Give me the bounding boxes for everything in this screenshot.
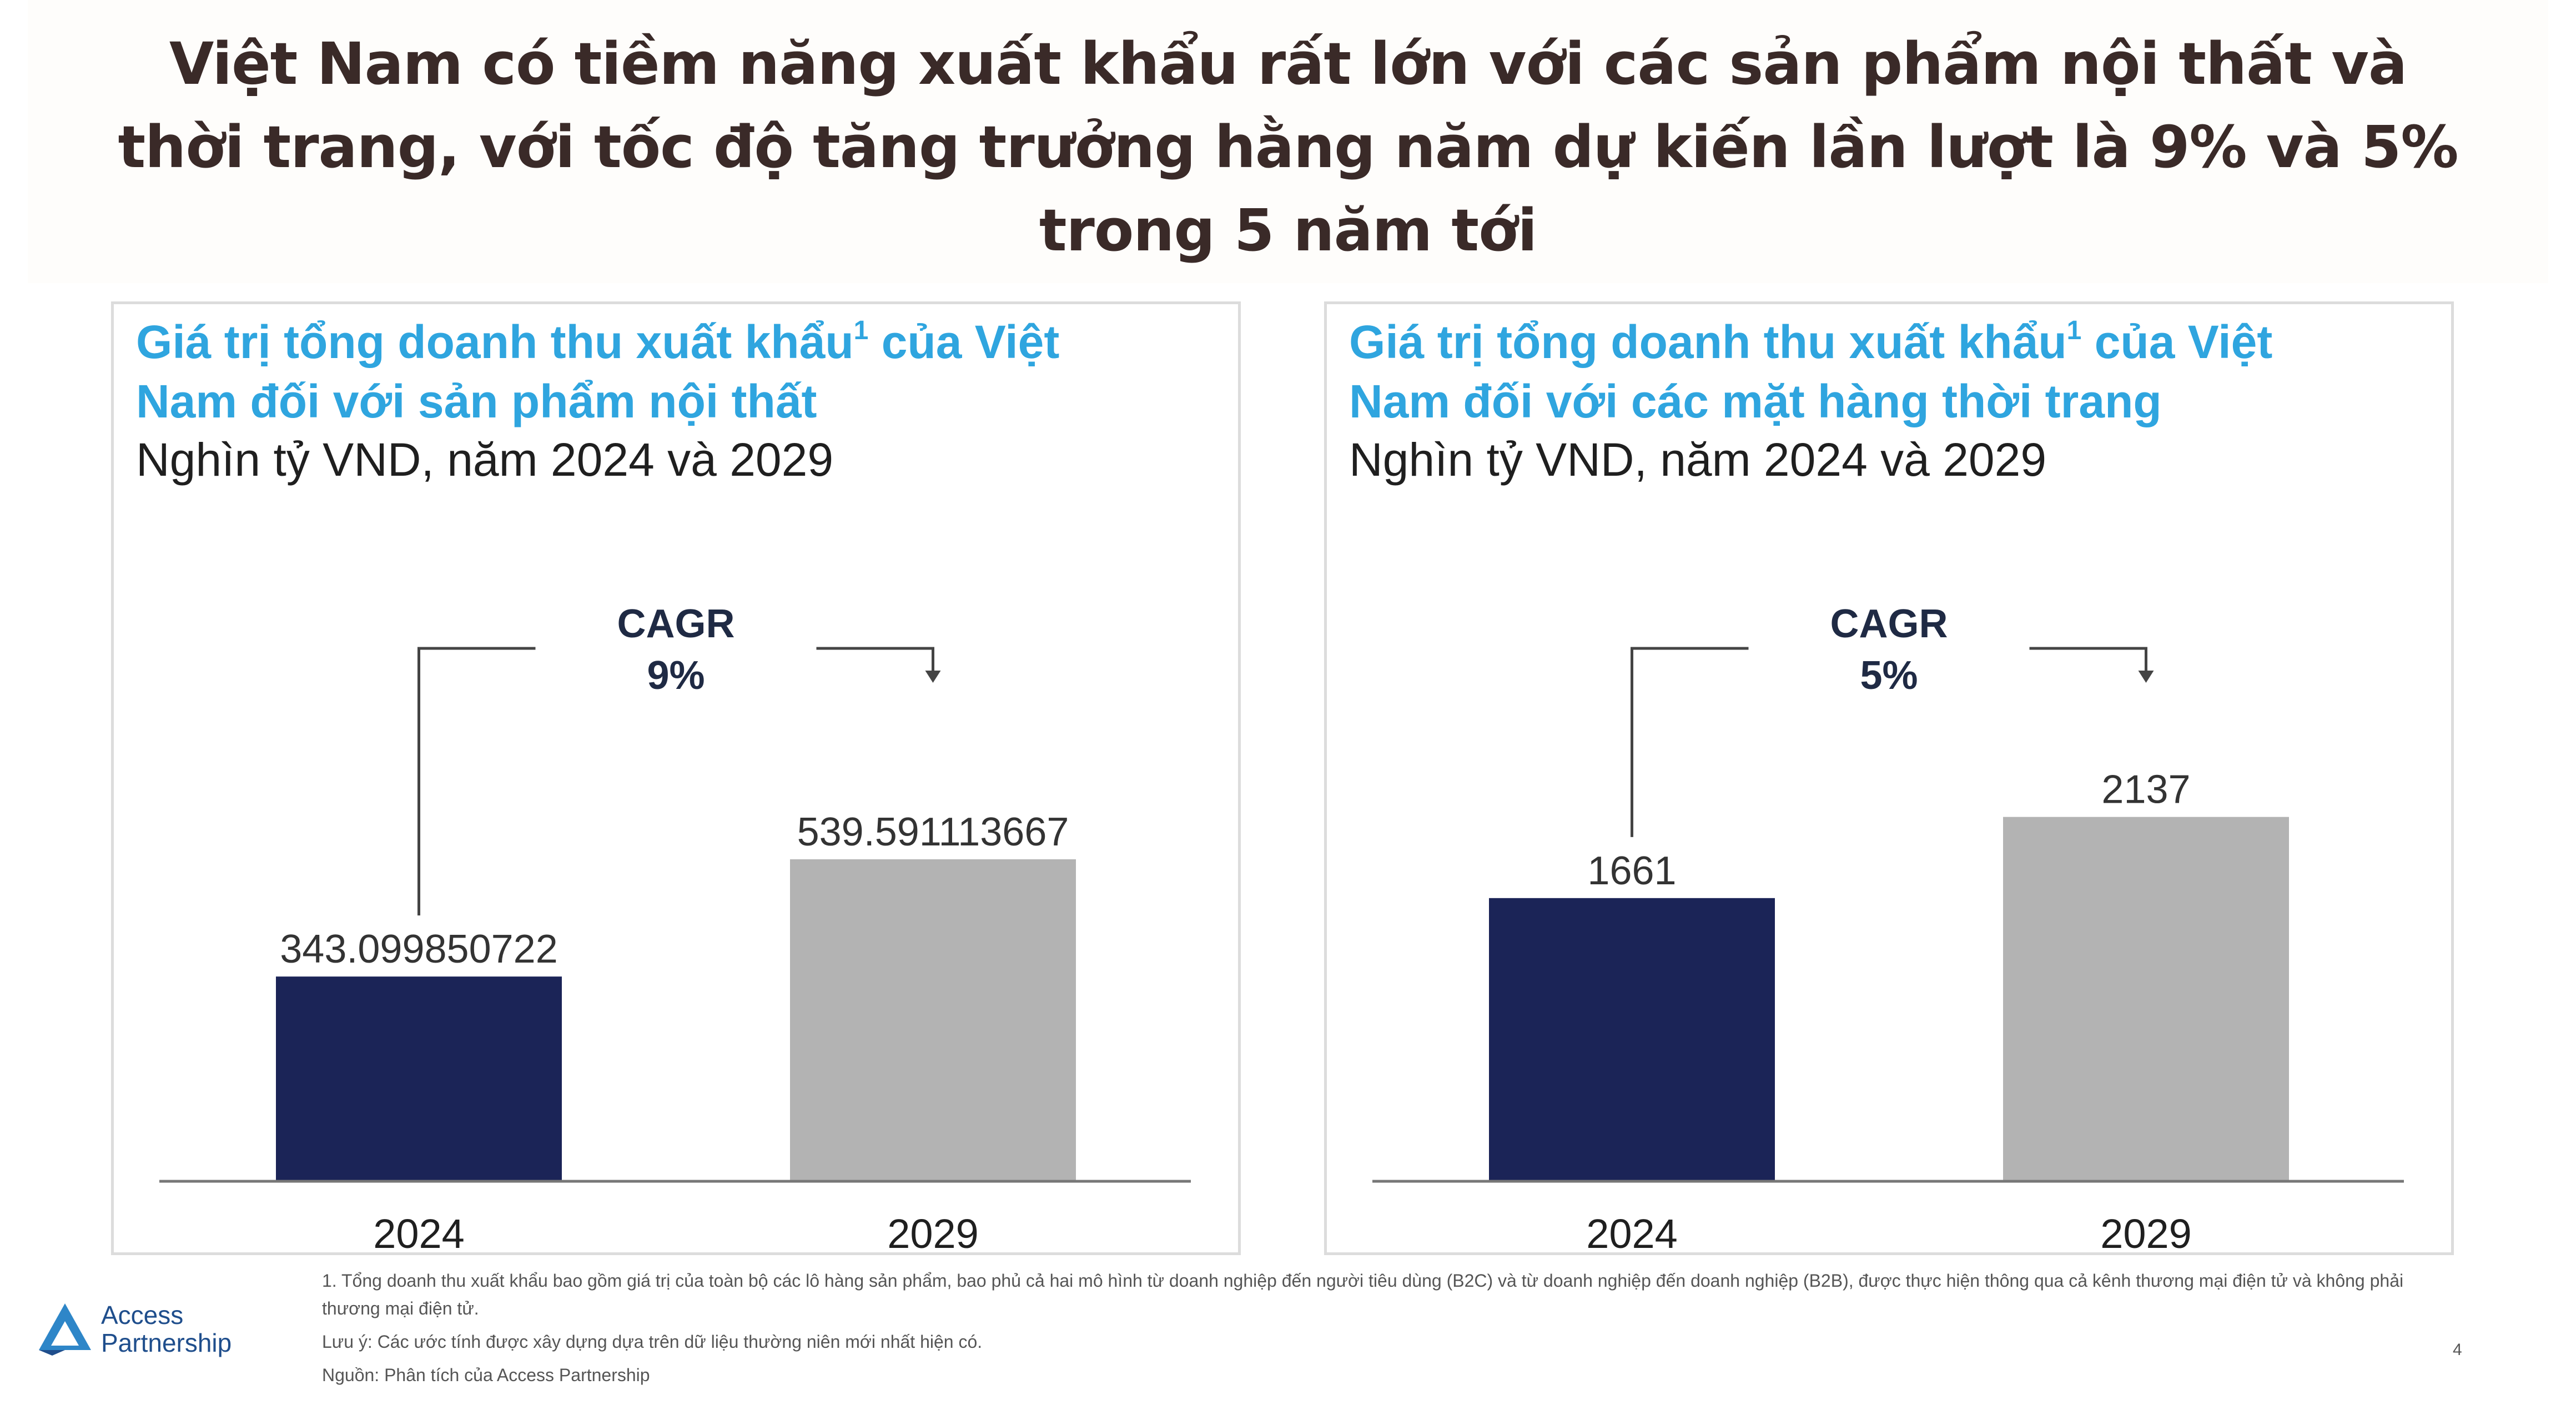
headline-line-2: thời trang, với tốc độ tăng trưởng hằng …: [118, 113, 2458, 181]
bar-chart-fashion: 1661 2024 2137 2029 CAGR 5%: [1372, 602, 2404, 1252]
footnote-marker: 1: [853, 316, 869, 345]
bar-chart-furniture: 343.099850722 2024 539.591113667 2029 CAGR 9%: [159, 602, 1191, 1252]
logo-wordmark: Access Partnership: [101, 1301, 232, 1357]
bar-2024: [276, 976, 562, 1181]
footnote-source: Nguồn: Phân tích của Access Partnership: [322, 1365, 650, 1385]
cagr-label: CAGR: [1830, 602, 1948, 646]
bar-2024: [1489, 898, 1775, 1181]
chart-title-text: Giá trị tổng doanh thu xuất khẩu: [136, 316, 854, 368]
x-tick-label-2024: 2024: [373, 1211, 465, 1252]
data-label-2024: 343.099850722: [280, 927, 558, 971]
cagr-arrowhead-icon: [925, 671, 941, 683]
footnotes: 1. Tổng doanh thu xuất khẩu bao gồm giá …: [322, 1267, 2421, 1394]
logo-line-2: Partnership: [101, 1328, 232, 1357]
chart-panel-fashion: Giá trị tổng doanh thu xuất khẩu1 của Vi…: [1324, 301, 2454, 1255]
data-label-2029: 2137: [2101, 768, 2190, 812]
headline-line-3: trong 5 năm tới: [1039, 197, 1537, 264]
cagr-value: 5%: [1860, 653, 1918, 698]
chart-title-line-2: Nam đối với các mặt hàng thời trang: [1349, 375, 2162, 427]
chart-title-text-suffix: của Việt: [868, 316, 1060, 368]
chart-title-line-2: Nam đối với sản phẩm nội thất: [136, 375, 817, 427]
chart-title-line-1: Giá trị tổng doanh thu xuất khẩu1 của Vi…: [1349, 316, 2272, 368]
headline-line-1: Việt Nam có tiềm năng xuất khẩu rất lớn …: [169, 30, 2407, 98]
chart-subtitle: Nghìn tỷ VND, năm 2024 và 2029: [136, 434, 834, 486]
chart-title-line-1: Giá trị tổng doanh thu xuất khẩu1 của Vi…: [136, 316, 1059, 368]
page-headline: Việt Nam có tiềm năng xuất khẩu rất lớn …: [111, 22, 2465, 272]
data-label-2029: 539.591113667: [797, 810, 1069, 854]
access-partnership-logo: Access Partnership: [34, 1299, 268, 1360]
x-tick-label-2024: 2024: [1586, 1211, 1678, 1252]
cagr-connector-left: [1631, 647, 1749, 837]
chart-title: Giá trị tổng doanh thu xuất khẩu1 của Vi…: [1349, 313, 2404, 431]
headline-band: [28, 0, 2548, 283]
chart-title: Giá trị tổng doanh thu xuất khẩu1 của Vi…: [136, 313, 1191, 431]
cagr-connector-left: [417, 647, 536, 916]
chart-title-text-suffix: của Việt: [2081, 316, 2273, 368]
chart-subtitle: Nghìn tỷ VND, năm 2024 và 2029: [1349, 434, 2047, 486]
page-number: 4: [2453, 1341, 2462, 1359]
footnote-note: Lưu ý: Các ước tính được xây dựng dựa tr…: [322, 1332, 983, 1352]
footnote-marker: 1: [2066, 316, 2082, 345]
cagr-value: 9%: [647, 653, 705, 698]
chart-panel-furniture: Giá trị tổng doanh thu xuất khẩu1 của Vi…: [111, 301, 1241, 1255]
cagr-arrowhead-icon: [2138, 671, 2154, 683]
cagr-connector-right: [816, 647, 934, 673]
chart-title-text: Giá trị tổng doanh thu xuất khẩu: [1349, 316, 2067, 368]
logo-mark-icon: [39, 1303, 91, 1356]
cagr-label: CAGR: [617, 602, 735, 646]
x-tick-label-2029: 2029: [2100, 1211, 2192, 1252]
footnote-1: 1. Tổng doanh thu xuất khẩu bao gồm giá …: [322, 1271, 2404, 1318]
logo-line-1: Access: [101, 1301, 184, 1330]
x-tick-label-2029: 2029: [887, 1211, 979, 1252]
bar-2029: [790, 859, 1076, 1181]
data-label-2024: 1661: [1587, 849, 1676, 893]
cagr-connector-right: [2029, 647, 2147, 673]
bar-2029: [2003, 817, 2289, 1181]
